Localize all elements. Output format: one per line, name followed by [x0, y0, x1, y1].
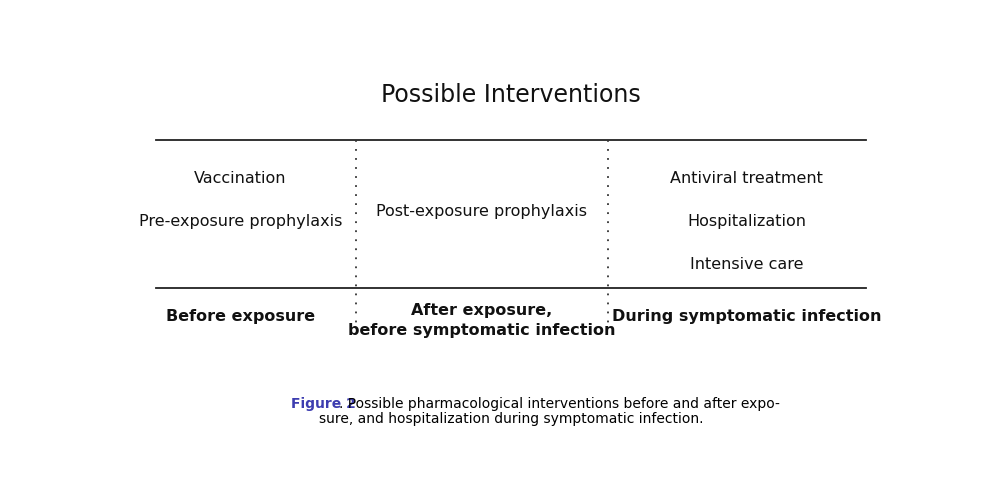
Text: . Possible pharmacological interventions before and after expo-: . Possible pharmacological interventions…	[339, 397, 781, 411]
Text: Post-exposure prophylaxis: Post-exposure prophylaxis	[376, 204, 587, 219]
Text: Vaccination: Vaccination	[194, 171, 287, 186]
Text: sure, and hospitalization during symptomatic infection.: sure, and hospitalization during symptom…	[319, 412, 703, 426]
Text: Antiviral treatment: Antiviral treatment	[670, 171, 824, 186]
Text: After exposure,
before symptomatic infection: After exposure, before symptomatic infec…	[348, 303, 615, 338]
Text: Before exposure: Before exposure	[166, 309, 315, 324]
Text: Figure 2: Figure 2	[291, 397, 356, 411]
Text: Possible Interventions: Possible Interventions	[381, 83, 641, 107]
Text: Pre-exposure prophylaxis: Pre-exposure prophylaxis	[139, 214, 342, 229]
Text: Hospitalization: Hospitalization	[687, 214, 807, 229]
Text: Intensive care: Intensive care	[690, 257, 804, 272]
Text: During symptomatic infection: During symptomatic infection	[612, 309, 881, 324]
